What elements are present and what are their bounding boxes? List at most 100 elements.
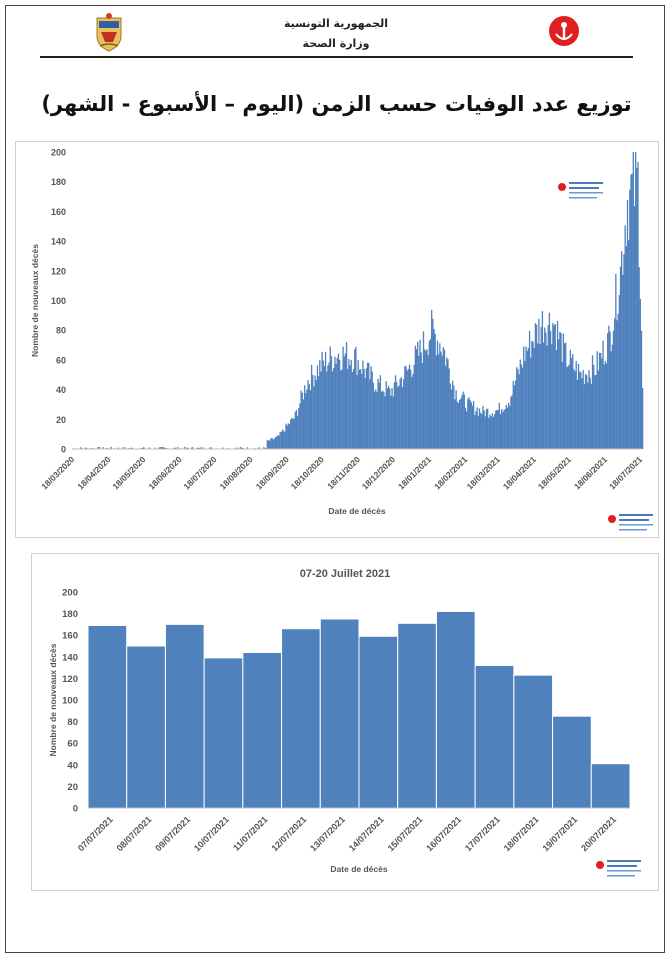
daily-bar	[500, 409, 503, 449]
daily-bar	[390, 395, 392, 449]
daily-bar	[376, 391, 378, 449]
daily-bar	[209, 447, 211, 449]
daily-bar	[341, 369, 343, 449]
daily-bar	[327, 365, 329, 449]
daily-bar	[355, 346, 357, 449]
daily-bar	[372, 382, 375, 449]
daily-bar	[281, 429, 284, 449]
daily-bar	[474, 414, 476, 449]
daily-bar	[282, 430, 285, 449]
daily-bar	[513, 385, 516, 449]
daily-bar	[377, 378, 379, 449]
daily-bar	[320, 371, 322, 449]
daily-bar	[518, 374, 520, 449]
daily-bar	[263, 447, 265, 449]
daily-bar	[322, 360, 324, 449]
daily-bar	[159, 447, 161, 449]
daily-bar	[460, 398, 462, 449]
daily-bar	[594, 375, 596, 449]
daily-bar	[436, 340, 439, 449]
daily-bar	[303, 385, 306, 449]
daily-bar	[567, 366, 569, 449]
daily-bar	[202, 447, 204, 449]
daily-bar	[389, 388, 391, 449]
daily-bar	[551, 344, 553, 449]
daily-bar	[441, 355, 443, 449]
ytick-label: 100	[51, 296, 66, 306]
daily-bar	[412, 373, 414, 449]
daily-bar	[506, 407, 509, 449]
daily-bar	[428, 340, 430, 449]
daily-bar	[391, 388, 393, 449]
daily-bar	[141, 447, 144, 449]
daily-bar	[552, 322, 554, 449]
xtick-label: 18/10/2020	[289, 454, 326, 491]
daily-bar	[503, 410, 505, 449]
daily-bar	[440, 351, 442, 449]
daily-bar	[97, 447, 99, 449]
daily-bar	[470, 402, 472, 449]
xtick-label: 18/12/2020	[360, 454, 397, 491]
day-bar	[126, 645, 166, 809]
daily-bar	[482, 405, 484, 449]
daily-bar	[542, 342, 545, 449]
daily-bar	[340, 370, 342, 449]
xtick-label: 18/02/2021	[432, 454, 469, 491]
daily-bar	[385, 381, 387, 449]
daily-bar	[400, 377, 403, 449]
daily-bar	[517, 369, 519, 449]
ytick-label: 20	[56, 415, 66, 425]
daily-bar	[287, 423, 289, 449]
daily-bar	[562, 333, 565, 449]
chart-daily-deaths: 0 20 40 60 80 100 120 140 160 180 200 Nombre de nou…	[30, 148, 656, 536]
daily-bar	[454, 399, 456, 449]
daily-bar	[615, 273, 617, 449]
daily-bar	[489, 414, 491, 449]
daily-bar	[533, 347, 535, 449]
xtick-label: 16/07/2021	[424, 814, 463, 853]
daily-bar	[183, 446, 186, 449]
daily-bar	[284, 431, 286, 449]
daily-bar	[561, 362, 563, 449]
xtick-label: 18/04/2021	[501, 454, 538, 491]
daily-bar	[624, 225, 626, 449]
daily-bar	[633, 206, 636, 449]
daily-bar	[272, 439, 274, 449]
daily-bar	[366, 362, 369, 449]
daily-bar	[98, 447, 101, 449]
daily-bar	[502, 412, 504, 449]
daily-bar	[273, 438, 275, 449]
daily-bar	[347, 368, 349, 449]
xtick-label: 19/07/2021	[540, 814, 579, 853]
daily-bar	[485, 409, 488, 449]
daily-bar	[357, 360, 359, 449]
xtick-label: 18/11/2020	[325, 454, 362, 491]
daily-bar	[484, 416, 486, 449]
daily-bar	[363, 369, 365, 449]
daily-bar	[110, 446, 112, 449]
daily-bar	[379, 375, 382, 449]
daily-bar	[598, 352, 601, 449]
daily-bar	[600, 353, 602, 449]
xtick-label: 18/08/2020	[218, 454, 255, 491]
daily-bar	[242, 447, 244, 449]
daily-bar	[463, 394, 465, 449]
day-bar	[87, 624, 128, 809]
ytick-label: 200	[51, 148, 66, 158]
daily-bar	[469, 400, 471, 449]
daily-bar	[519, 359, 521, 449]
daily-bar	[471, 405, 474, 449]
daily-bar	[358, 369, 361, 449]
daily-bar	[453, 385, 455, 449]
xtick-label: 08/07/2021	[115, 814, 154, 853]
daily-bar	[130, 447, 132, 449]
daily-bar	[405, 366, 407, 449]
daily-bar	[413, 364, 415, 449]
daily-bar	[308, 384, 310, 449]
daily-bar	[420, 352, 422, 449]
ytick-label: 160	[51, 207, 66, 217]
daily-bar	[373, 391, 376, 449]
daily-bar	[80, 447, 82, 449]
daily-bar	[601, 358, 603, 449]
daily-bar	[493, 414, 496, 449]
